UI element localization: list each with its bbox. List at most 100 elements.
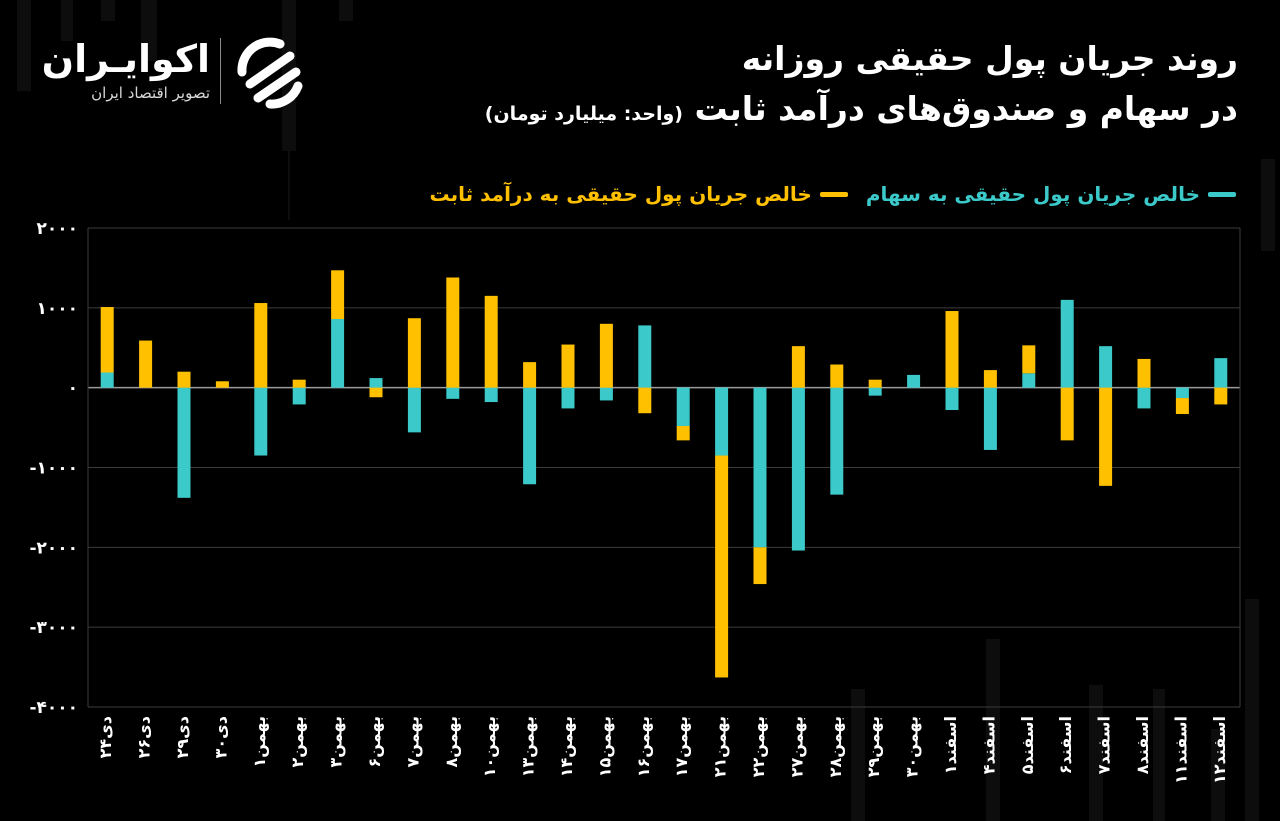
bar-stocks xyxy=(1137,387,1151,409)
bar-fixed-income xyxy=(676,425,690,441)
x-tick-label: دی۲۴ xyxy=(96,716,115,758)
x-tick-label: بهمن۱۶ xyxy=(634,716,653,777)
bar-fixed-income xyxy=(446,277,460,388)
x-tick-label: بهمن۱۴ xyxy=(557,716,576,777)
bar-stocks xyxy=(369,378,383,388)
bar-stocks xyxy=(407,387,421,433)
x-tick-label: بهمن۱۰ xyxy=(480,716,499,777)
x-tick-label: بهمن۱۵ xyxy=(595,716,614,777)
legend-label-stocks: خالص جریان پول حقیقی به سهام xyxy=(865,182,1200,206)
bar-stocks xyxy=(983,387,997,450)
bar-stocks xyxy=(1214,358,1228,388)
bar-stocks xyxy=(753,387,767,548)
y-tick-label: ۱۰۰۰ xyxy=(36,299,78,319)
x-tick-label: بهمن۸ xyxy=(442,716,461,767)
x-tick-label: بهمن۶ xyxy=(365,716,384,767)
x-tick-label: بهمن۲ xyxy=(288,716,307,767)
bar-fixed-income xyxy=(1022,345,1036,374)
logo-mark-icon xyxy=(237,37,303,109)
x-tick-label: بهمن۲۲ xyxy=(749,716,768,777)
bar-fixed-income xyxy=(139,340,153,388)
bar-stocks xyxy=(177,387,191,498)
legend-swatch-fixed-income xyxy=(819,191,848,197)
y-tick-label: -۱۰۰۰ xyxy=(29,459,78,479)
bar-stocks xyxy=(484,387,498,403)
legend-item-fixed-income: خالص جریان پول حقیقی به درآمد ثابت xyxy=(429,182,848,206)
bar-fixed-income xyxy=(1060,387,1074,441)
bar-stocks xyxy=(1099,346,1113,388)
x-tick-label: اسفند۸ xyxy=(1133,716,1152,774)
bar-fixed-income xyxy=(1099,387,1113,486)
x-tick-label: بهمن۲۹ xyxy=(864,716,883,777)
bar-fixed-income xyxy=(254,303,268,388)
bar-stocks xyxy=(100,372,114,388)
x-tick-label: بهمن۳۰ xyxy=(903,716,922,777)
legend: خالص جریان پول حقیقی به سهام خالص جریان … xyxy=(429,182,1236,206)
chart-title: روند جریان پول حقیقی روزانه xyxy=(741,39,1238,78)
bar-stocks xyxy=(676,387,690,426)
x-tick-label: بهمن۱۳ xyxy=(519,716,538,777)
y-tick-label: -۴۰۰۰ xyxy=(29,698,78,718)
bar-fixed-income xyxy=(753,547,767,585)
bar-stocks xyxy=(523,387,537,485)
bar-fixed-income xyxy=(868,379,882,388)
bar-fixed-income xyxy=(331,270,345,320)
bar-fixed-income xyxy=(1214,387,1228,405)
x-tick-label: اسفند۱۲ xyxy=(1210,716,1229,784)
x-tick-label: بهمن۱ xyxy=(250,716,269,767)
x-tick-label: اسفند۷ xyxy=(1095,716,1114,774)
x-tick-label: دی۲۶ xyxy=(135,716,154,758)
bar-fixed-income xyxy=(484,295,498,388)
x-tick-label: اسفند۱ xyxy=(941,716,960,774)
y-tick-label: -۳۰۰۰ xyxy=(29,618,78,638)
x-tick-label: دی۲۹ xyxy=(173,716,192,758)
bar-fixed-income xyxy=(292,379,306,388)
x-tick-label: بهمن۲۷ xyxy=(787,716,806,777)
x-tick-label: بهمن۷ xyxy=(403,716,422,767)
bar-fixed-income xyxy=(523,362,537,388)
bar-stocks xyxy=(292,387,306,405)
bar-stocks xyxy=(1022,373,1036,388)
logo-name: اکوایـران xyxy=(41,37,210,81)
bar-fixed-income xyxy=(715,455,729,678)
x-tick-label: اسفند۱۱ xyxy=(1171,716,1190,784)
x-tick-label: بهمن۱۷ xyxy=(672,716,691,777)
y-tick-label: ۲۰۰۰ xyxy=(36,219,78,239)
bar-fixed-income xyxy=(791,346,805,388)
bar-fixed-income xyxy=(1137,358,1151,388)
logo: اکوایـران تصویر اقتصاد ایران xyxy=(41,34,310,110)
title-block: روند جریان پول حقیقی روزانه در سهام و صن… xyxy=(485,34,1238,139)
bar-fixed-income xyxy=(407,318,421,388)
bar-fixed-income xyxy=(945,311,959,388)
bar-stocks xyxy=(791,387,805,551)
bar-fixed-income xyxy=(830,364,844,388)
bar-stocks xyxy=(945,387,959,411)
logo-subtitle: تصویر اقتصاد ایران xyxy=(91,84,210,102)
x-tick-label: بهمن۳ xyxy=(327,716,346,767)
bar-fixed-income xyxy=(369,387,383,398)
legend-item-stocks: خالص جریان پول حقیقی به سهام xyxy=(866,182,1236,206)
bar-fixed-income xyxy=(599,323,613,388)
bar-stocks xyxy=(446,387,460,399)
bar-stocks xyxy=(599,387,613,401)
bar-stocks xyxy=(561,387,575,409)
bar-stocks xyxy=(1060,299,1074,388)
x-tick-label: بهمن۲۱ xyxy=(711,716,730,777)
bar-stocks xyxy=(638,325,652,388)
bar-fixed-income xyxy=(638,387,652,414)
logo-divider xyxy=(220,38,221,104)
subtitle-text: در سهام و صندوق‌های درآمد ثابت xyxy=(694,89,1238,128)
bar-stocks xyxy=(830,387,844,495)
x-tick-label: اسفند۶ xyxy=(1056,716,1075,774)
bar-stocks xyxy=(254,387,268,456)
legend-label-fixed-income: خالص جریان پول حقیقی به درآمد ثابت xyxy=(429,182,812,206)
bar-stocks xyxy=(331,319,345,388)
bar-stocks xyxy=(1175,387,1189,399)
x-tick-label: اسفند۴ xyxy=(979,716,998,774)
bar-fixed-income xyxy=(100,307,114,373)
y-tick-label: ۰ xyxy=(68,379,78,399)
bar-fixed-income xyxy=(177,371,191,388)
bar-fixed-income xyxy=(1175,398,1189,415)
unit-label: (واحد: میلیارد تومان) xyxy=(484,103,683,125)
